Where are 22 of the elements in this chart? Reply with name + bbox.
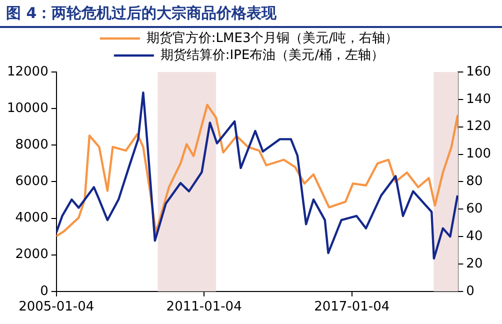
y2-tick-label: 60 [466, 202, 483, 216]
y2-tick-label: 100 [466, 146, 492, 162]
y2-tick-label: 80 [466, 174, 483, 190]
y-tick-label: 10000 [6, 100, 48, 116]
y2-tick-label: 0 [466, 284, 474, 299]
legend-label: 期货官方价:LME3个月铜（美元/吨，右轴） [146, 30, 398, 46]
x-tick-label: 2011-01-04 [166, 300, 242, 315]
y-tick-label: 6000 [15, 174, 48, 190]
x-tick-label: 2005-01-04 [18, 300, 94, 315]
y2-tick-label: 40 [466, 228, 483, 244]
y-tick-label: 12000 [6, 64, 48, 80]
y2-tick-label: 20 [466, 256, 483, 272]
y2-tick-label: 160 [466, 64, 492, 80]
chart-title: 图 4：两轮危机过后的大宗商品价格表现 [0, 0, 502, 28]
legend-label: 期货结算价:IPE布油（美元/桶，左轴） [160, 46, 384, 63]
y-tick-label: 2000 [15, 247, 48, 262]
y-tick-label: 4000 [15, 210, 48, 226]
y-tick-label: 0 [40, 284, 48, 299]
y2-tick-label: 140 [466, 92, 492, 107]
y-tick-label: 8000 [15, 138, 48, 153]
y2-tick-label: 120 [466, 119, 492, 134]
x-tick-label: 2017-01-04 [314, 300, 390, 315]
